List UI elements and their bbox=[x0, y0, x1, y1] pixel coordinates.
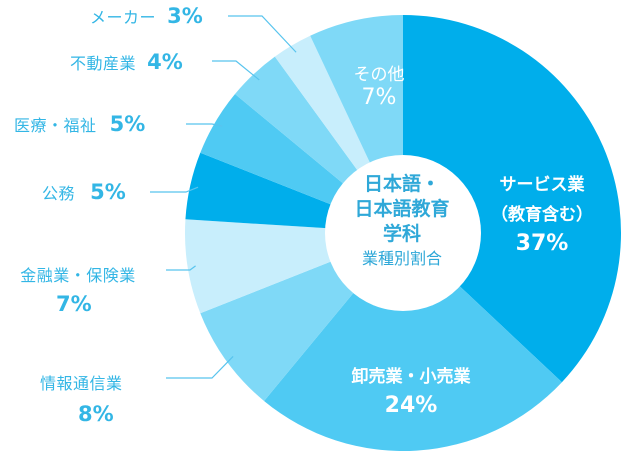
leader-line bbox=[150, 186, 199, 193]
leader-line bbox=[228, 15, 297, 53]
center-subtitle: 業種別割合 bbox=[361, 249, 442, 268]
leader-line bbox=[166, 265, 196, 271]
label-it: 情報通信業 8% bbox=[40, 374, 123, 426]
label-wholesale: 卸売業・小売業 24% bbox=[351, 367, 471, 418]
label-public-service: 公務 5% bbox=[42, 180, 126, 204]
leader-line bbox=[166, 356, 234, 379]
center-title: 日本語・ 日本語教育 学科 業種別割合 bbox=[326, 172, 478, 271]
leader-line bbox=[186, 123, 223, 127]
label-other: その他 7% bbox=[353, 65, 405, 110]
leader-line bbox=[212, 60, 260, 81]
label-finance: 金融業・保険業 7% bbox=[20, 266, 136, 316]
label-real-estate: 不動産業 4% bbox=[70, 50, 183, 74]
label-medical: 医療・福祉 5% bbox=[14, 112, 146, 136]
pie-slice bbox=[264, 233, 562, 451]
label-service: サービス業 （教育含む） 37% bbox=[491, 175, 593, 256]
label-maker: メーカー 3% bbox=[90, 4, 203, 28]
center-hole bbox=[325, 155, 481, 311]
pie-slice bbox=[403, 15, 621, 383]
